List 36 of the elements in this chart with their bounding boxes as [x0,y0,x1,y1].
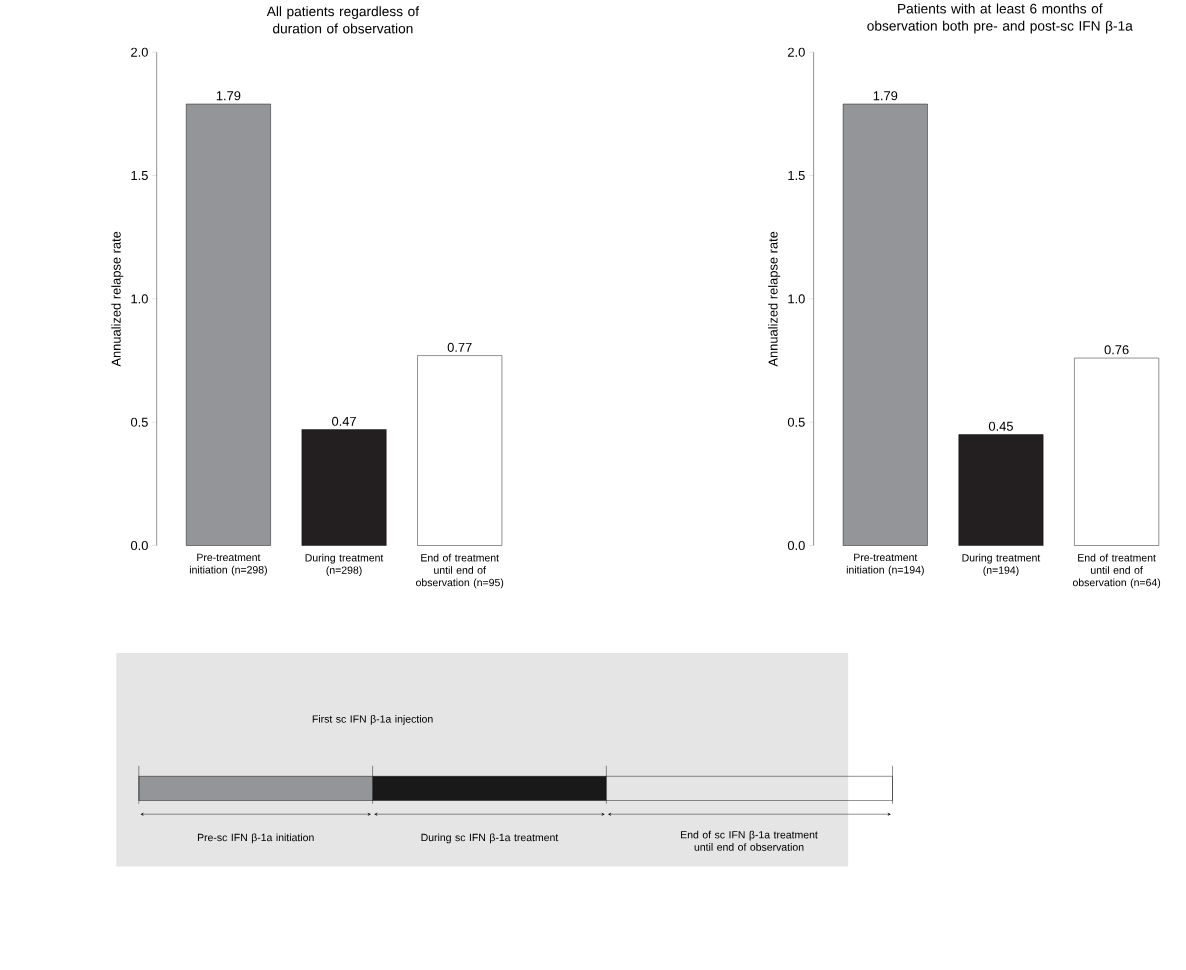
text: End of sc IFN β-1a treatment until end of observation [681,830,818,851]
bar [301,429,387,546]
chart-title: Patients with at least 6 months of observation both pre- and post-sc IFN β-1a [867,3,1133,34]
bar [842,103,928,546]
y-tick-label: 1.0 [788,294,805,304]
text: Pre-sc IFN β-1a initiation [197,833,314,844]
y-axis-title: Annualized relapse rate [111,231,124,367]
bar [1074,357,1160,546]
y-tick-label: 2.0 [788,47,805,57]
x-tick-label: Pre-treatment initiation (n=298) [189,553,267,576]
data-label: 0.77 [447,342,472,352]
y-tick-label: 0.0 [787,541,805,551]
y-tick-label: 0.0 [130,541,148,551]
y-tick-label: 0.5 [787,417,805,427]
text: First sc IFN β-1a injection [312,715,433,725]
y-axis-title: Annualized relapse rate [768,231,781,367]
x-tick-label: Pre-treatment initiation (n=194) [846,553,924,576]
data-label: 1.79 [216,91,241,101]
data-label: 0.45 [988,421,1013,431]
chart-title: All patients regardless of duration of observation [266,6,420,34]
y-tick-label: 1.5 [131,171,148,181]
y-tick-label: 1.5 [788,171,805,181]
bar [185,103,271,546]
y-tick-label: 1.0 [131,294,148,304]
bar [417,355,503,546]
y-tick-label: 0.5 [130,417,148,427]
bar [958,434,1044,546]
data-label: 1.79 [873,91,898,101]
y-tick-label: 2.0 [131,47,148,57]
data-label: 0.47 [332,416,356,426]
data-label: 0.76 [1104,345,1129,355]
x-tick-label: During treatment (n=298) [305,553,384,577]
text: During sc IFN β-1a treatment [421,833,559,844]
x-tick-label: End of treatment until end of observation (n=64) [1072,553,1161,589]
x-tick-label: During treatment (n=194) [962,553,1041,577]
x-tick-label: End of treatment until end of observation (n=95) [416,553,504,589]
